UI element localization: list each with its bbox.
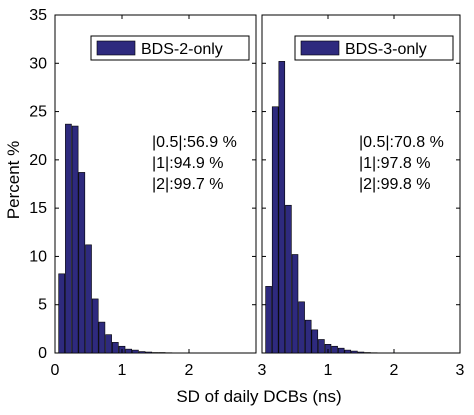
y-tick-label: 15	[29, 200, 47, 217]
legend-label-bds2: BDS-2-only	[141, 41, 223, 58]
histogram-bar-bds2	[58, 273, 66, 354]
legend-swatch-bds2	[96, 40, 136, 56]
histogram-bar-bds3	[291, 254, 299, 354]
histogram-bar-bds2	[132, 349, 139, 354]
histogram-bar-bds2	[65, 123, 72, 354]
y-axis-label: Percent %	[4, 141, 23, 219]
histogram-bar-bds3	[318, 339, 325, 354]
y-tick-label: 25	[29, 104, 47, 121]
x-tick-label-bds2: 1	[118, 362, 127, 379]
histogram-bar-bds3	[311, 329, 319, 354]
stat-annotation-bds3: |0.5|:70.8 %	[359, 134, 444, 151]
histogram-bar-bds3	[298, 301, 305, 354]
stat-annotation-bds3: |2|:99.8 %	[359, 176, 430, 193]
histogram-bar-bds3	[285, 204, 292, 354]
y-tick-label: 0	[38, 345, 47, 362]
histogram-bar-bds3	[337, 347, 345, 354]
stat-annotation-bds2: |2|:99.7 %	[152, 176, 223, 193]
stat-annotation-bds3: |1|:97.8 %	[359, 155, 430, 172]
histogram-bar-bds3	[351, 350, 358, 354]
x-tick-label-bds2: 0	[51, 362, 60, 379]
legend-label-bds3: BDS-3-only	[345, 41, 427, 58]
x-tick-label-bds3: 2	[390, 362, 399, 379]
x-axis-label: SD of daily DCBs (ns)	[176, 387, 341, 406]
x-tick-label-bds3: 3	[258, 362, 267, 379]
y-tick-label: 5	[38, 297, 47, 314]
histogram-bar-bds3	[278, 61, 286, 354]
histogram-bar-bds3	[304, 319, 312, 354]
stat-annotation-bds2: |1|:94.9 %	[152, 155, 223, 172]
histogram-bar-bds3	[331, 345, 338, 354]
legend-swatch-bds3	[300, 40, 340, 56]
histogram-bar-bds2	[111, 342, 119, 354]
histogram-bar-bds3	[344, 349, 352, 354]
histogram-bar-bds2	[138, 351, 146, 354]
histogram-bar-bds2	[78, 172, 86, 354]
x-tick-label-bds2: 2	[185, 362, 194, 379]
panel-bds3: 3 1 2 3 BDS-3-only |0.5|:70.8 % |1|:97.8 % |2|:…	[258, 14, 465, 379]
y-tick-label: 35	[29, 7, 47, 24]
histogram-bar-bds2	[91, 298, 99, 354]
histogram-bar-bds3	[265, 286, 272, 354]
histogram-bar-bds3	[271, 106, 279, 354]
x-tick-label-bds3: 3	[456, 362, 465, 379]
histogram-bar-bds2	[85, 244, 92, 354]
y-tick-label: 30	[29, 55, 47, 72]
legend-box-bds3	[294, 35, 454, 61]
histogram-bar-bds2	[125, 348, 133, 354]
y-tick-label: 10	[29, 248, 47, 265]
stat-annotation-bds2: |0.5|:56.9 %	[152, 134, 237, 151]
histogram-bar-bds2	[145, 351, 153, 354]
y-tick-label: 20	[29, 152, 47, 169]
histogram-bar-bds3	[357, 351, 365, 354]
histogram-bar-bds2	[105, 334, 112, 354]
histogram-bar-bds2	[71, 125, 79, 354]
histogram-bar-bds2	[98, 321, 106, 354]
x-tick-label-bds3: 1	[324, 362, 333, 379]
